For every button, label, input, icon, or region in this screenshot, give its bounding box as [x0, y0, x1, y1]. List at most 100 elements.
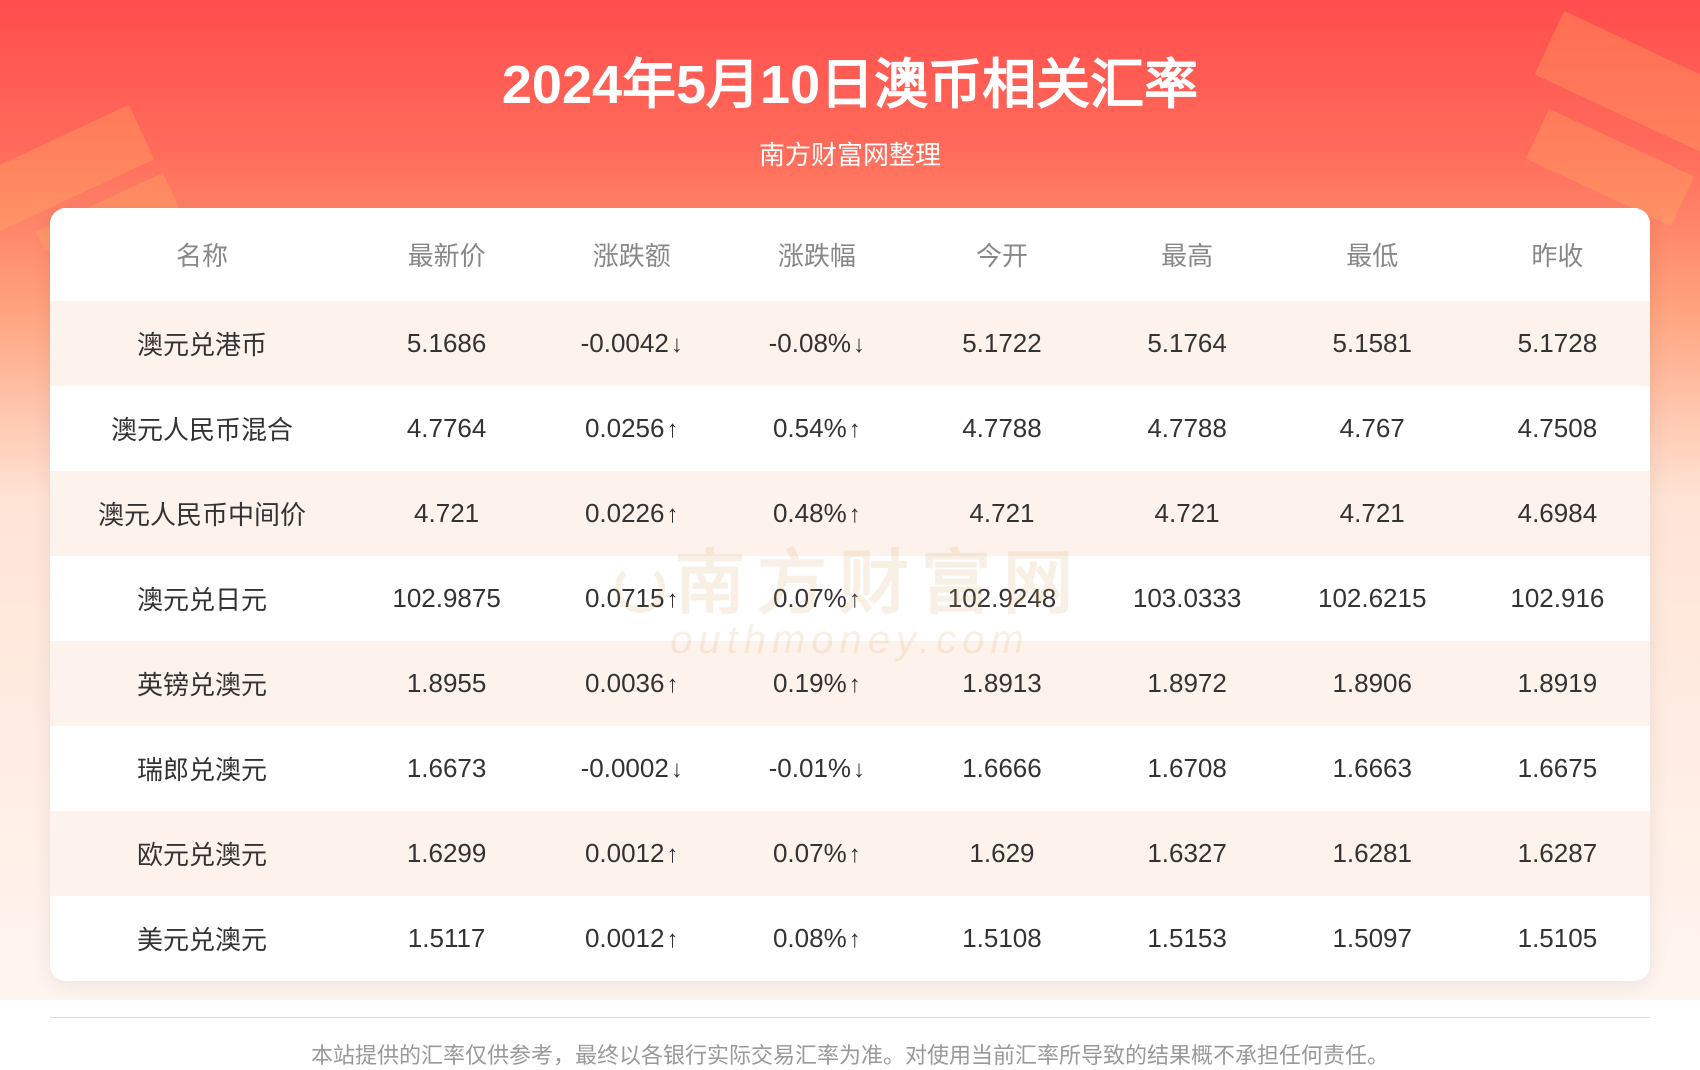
table-row: 英镑兑澳元1.89550.0036↑0.19%↑1.89131.89721.89…: [50, 641, 1650, 726]
table-header-cell: 名称: [50, 208, 354, 301]
page-title: 2024年5月10日澳币相关汇率: [50, 40, 1650, 119]
table-cell: 0.0036↑: [539, 641, 724, 726]
arrow-up-icon: ↑: [666, 586, 678, 613]
table-cell: 5.1686: [354, 301, 539, 386]
table-cell: -0.0042↓: [539, 301, 724, 386]
table-row: 美元兑澳元1.51170.0012↑0.08%↑1.51081.51531.50…: [50, 896, 1650, 981]
table-cell: 1.8913: [909, 641, 1094, 726]
table-header-cell: 最新价: [354, 208, 539, 301]
table-cell: 澳元兑日元: [50, 556, 354, 641]
table-cell: 4.6984: [1465, 471, 1650, 556]
table-cell: 1.8919: [1465, 641, 1650, 726]
table-cell: 4.7788: [1095, 386, 1280, 471]
arrow-up-icon: ↑: [666, 501, 678, 528]
table-cell: 1.6281: [1280, 811, 1465, 896]
table-cell: 1.5097: [1280, 896, 1465, 981]
arrow-down-icon: ↓: [853, 331, 865, 358]
table-cell: -0.0002↓: [539, 726, 724, 811]
table-cell: 美元兑澳元: [50, 896, 354, 981]
table-cell: 4.7788: [909, 386, 1094, 471]
table-cell: 1.8955: [354, 641, 539, 726]
table-cell: 欧元兑澳元: [50, 811, 354, 896]
table-cell: 1.5105: [1465, 896, 1650, 981]
table-cell: 5.1728: [1465, 301, 1650, 386]
table-header-row: 名称最新价涨跌额涨跌幅今开最高最低昨收: [50, 208, 1650, 301]
table-row: 澳元兑日元102.98750.0715↑0.07%↑102.9248103.03…: [50, 556, 1650, 641]
table-cell: 5.1722: [909, 301, 1094, 386]
table-header: 名称最新价涨跌额涨跌幅今开最高最低昨收: [50, 208, 1650, 301]
table-row: 澳元人民币中间价4.7210.0226↑0.48%↑4.7214.7214.72…: [50, 471, 1650, 556]
table-header-cell: 昨收: [1465, 208, 1650, 301]
table-cell: 英镑兑澳元: [50, 641, 354, 726]
table-cell: 0.0012↑: [539, 811, 724, 896]
table-cell: 4.7764: [354, 386, 539, 471]
table-cell: 0.0715↑: [539, 556, 724, 641]
table-cell: 103.0333: [1095, 556, 1280, 641]
table-cell: 1.6327: [1095, 811, 1280, 896]
exchange-rate-table: 名称最新价涨跌额涨跌幅今开最高最低昨收 澳元兑港币5.1686-0.0042↓-…: [50, 208, 1650, 981]
table-cell: 1.5117: [354, 896, 539, 981]
table-cell: 0.07%↑: [724, 556, 909, 641]
table-cell: 澳元兑港币: [50, 301, 354, 386]
table-cell: 0.0012↑: [539, 896, 724, 981]
arrow-up-icon: ↑: [666, 926, 678, 953]
table-cell: 102.9248: [909, 556, 1094, 641]
table-cell: 4.7508: [1465, 386, 1650, 471]
arrow-up-icon: ↑: [666, 416, 678, 443]
table-cell: 1.6287: [1465, 811, 1650, 896]
table-cell: 4.721: [1280, 471, 1465, 556]
table-cell: 1.5153: [1095, 896, 1280, 981]
table-cell: 瑞郎兑澳元: [50, 726, 354, 811]
table-header-cell: 涨跌幅: [724, 208, 909, 301]
table-cell: 0.0226↑: [539, 471, 724, 556]
arrow-up-icon: ↑: [849, 671, 861, 698]
table-cell: 1.6675: [1465, 726, 1650, 811]
table-cell: 1.6708: [1095, 726, 1280, 811]
table-cell: 102.6215: [1280, 556, 1465, 641]
table-cell: 1.8906: [1280, 641, 1465, 726]
table-cell: 4.721: [1095, 471, 1280, 556]
arrow-up-icon: ↑: [849, 926, 861, 953]
table-row: 欧元兑澳元1.62990.0012↑0.07%↑1.6291.63271.628…: [50, 811, 1650, 896]
table-cell: 1.6673: [354, 726, 539, 811]
table-cell: 4.767: [1280, 386, 1465, 471]
table-cell: -0.08%↓: [724, 301, 909, 386]
table-header-cell: 最高: [1095, 208, 1280, 301]
arrow-up-icon: ↑: [666, 841, 678, 868]
arrow-down-icon: ↓: [671, 331, 683, 358]
table-cell: 1.6299: [354, 811, 539, 896]
table-cell: 1.5108: [909, 896, 1094, 981]
table-cell: 1.8972: [1095, 641, 1280, 726]
arrow-down-icon: ↓: [671, 756, 683, 783]
arrow-down-icon: ↓: [853, 756, 865, 783]
table-header-cell: 涨跌额: [539, 208, 724, 301]
page-subtitle: 南方财富网整理: [50, 135, 1650, 172]
table-cell: -0.01%↓: [724, 726, 909, 811]
arrow-up-icon: ↑: [849, 586, 861, 613]
table-cell: 4.721: [354, 471, 539, 556]
table-cell: 澳元人民币混合: [50, 386, 354, 471]
table-cell: 0.19%↑: [724, 641, 909, 726]
table-row: 澳元兑港币5.1686-0.0042↓-0.08%↓5.17225.17645.…: [50, 301, 1650, 386]
table-wrapper: 南方财富网 outhmoney.com 名称最新价涨跌额涨跌幅今开最高最低昨收 …: [50, 208, 1650, 981]
table-cell: 0.07%↑: [724, 811, 909, 896]
table-cell: 4.721: [909, 471, 1094, 556]
table-cell: 1.6663: [1280, 726, 1465, 811]
table-cell: 澳元人民币中间价: [50, 471, 354, 556]
table-cell: 102.9875: [354, 556, 539, 641]
arrow-up-icon: ↑: [849, 416, 861, 443]
table-cell: 5.1581: [1280, 301, 1465, 386]
table-row: 瑞郎兑澳元1.6673-0.0002↓-0.01%↓1.66661.67081.…: [50, 726, 1650, 811]
table-cell: 1.6666: [909, 726, 1094, 811]
disclaimer-text: 本站提供的汇率仅供参考，最终以各银行实际交易汇率为准。对使用当前汇率所导致的结果…: [50, 1017, 1650, 1070]
table-cell: 0.08%↑: [724, 896, 909, 981]
table-body: 澳元兑港币5.1686-0.0042↓-0.08%↓5.17225.17645.…: [50, 301, 1650, 981]
table-cell: 0.48%↑: [724, 471, 909, 556]
table-cell: 5.1764: [1095, 301, 1280, 386]
table-cell: 0.54%↑: [724, 386, 909, 471]
arrow-up-icon: ↑: [849, 501, 861, 528]
table-cell: 1.629: [909, 811, 1094, 896]
table-header-cell: 最低: [1280, 208, 1465, 301]
table-row: 澳元人民币混合4.77640.0256↑0.54%↑4.77884.77884.…: [50, 386, 1650, 471]
arrow-up-icon: ↑: [666, 671, 678, 698]
